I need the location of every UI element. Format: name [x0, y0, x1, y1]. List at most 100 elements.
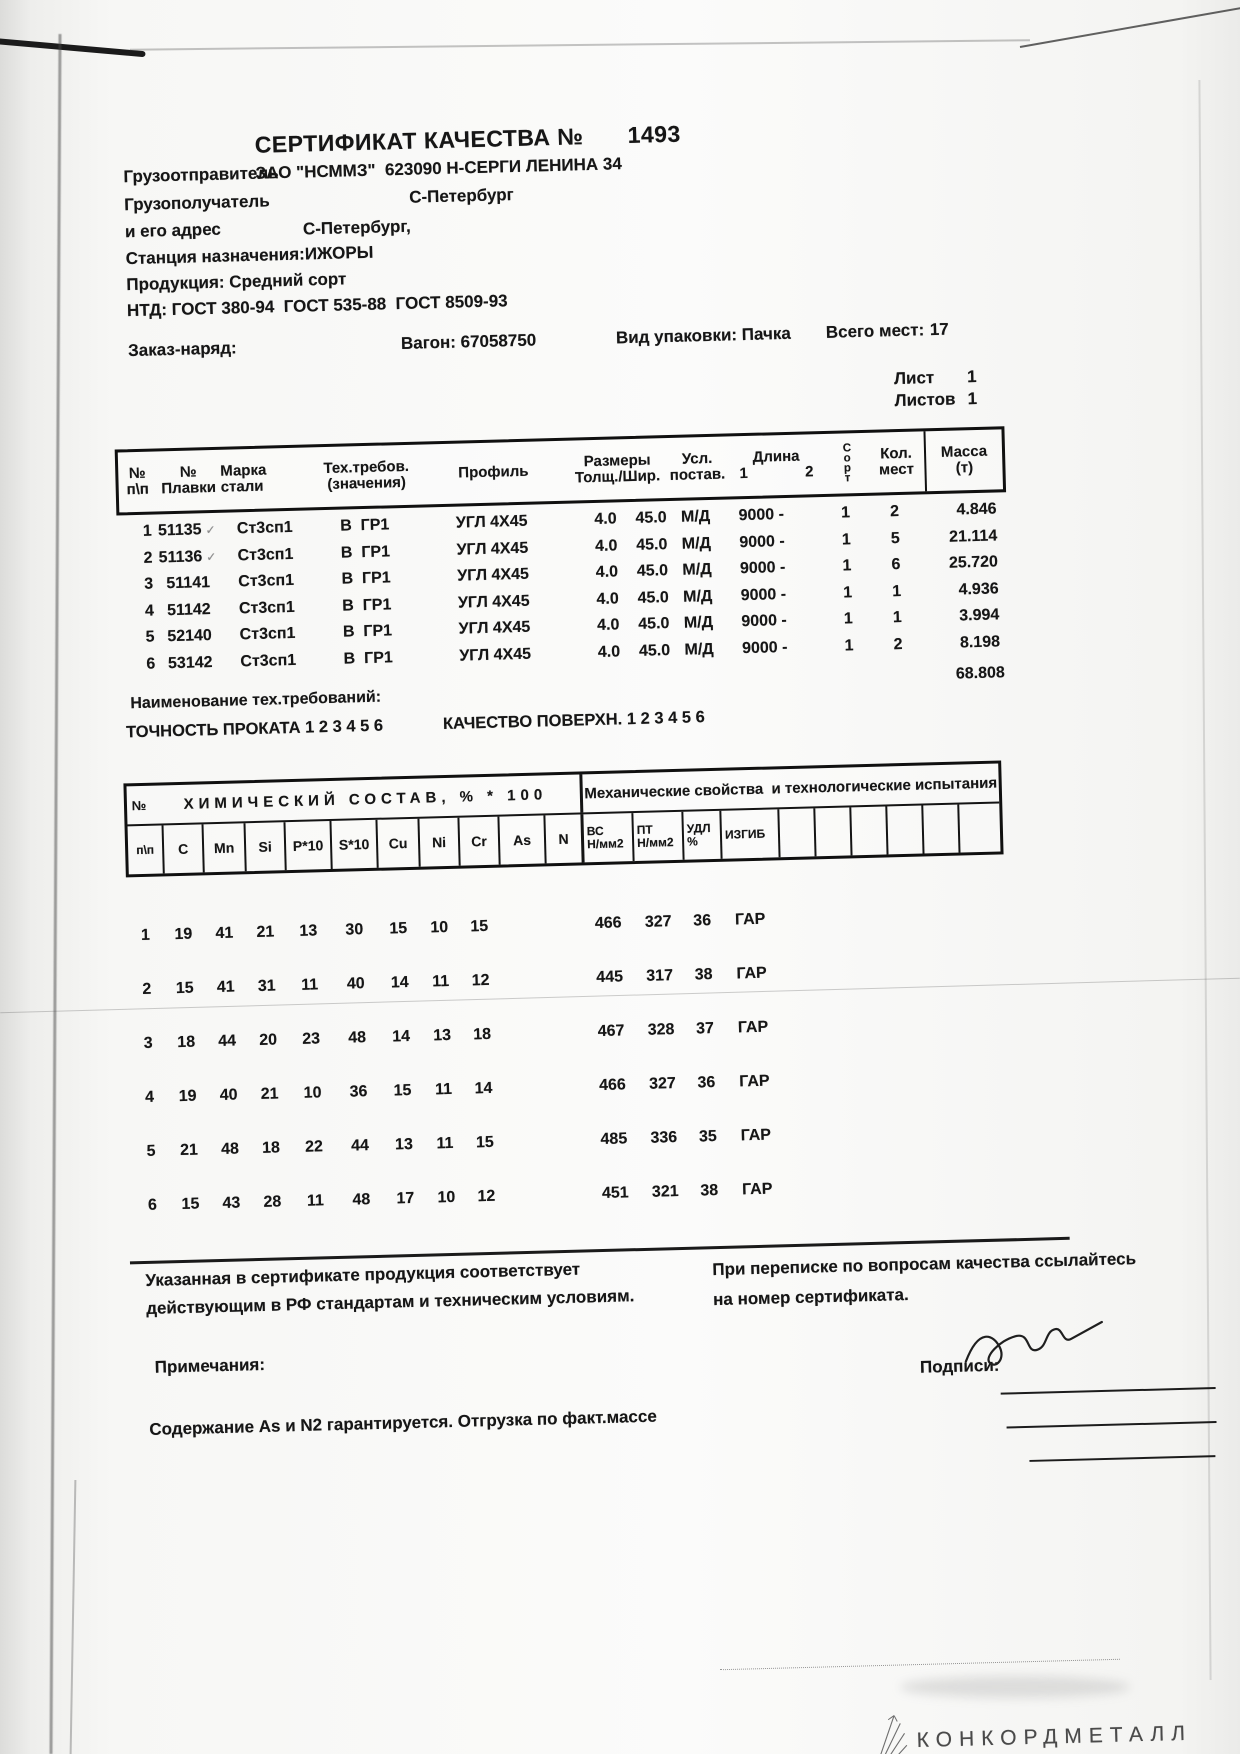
chem-ni: 11 [434, 1080, 453, 1099]
steel-grade: Ст3сп1 [236, 518, 293, 538]
mech-udl: 37 [695, 1020, 715, 1038]
col-header-tech-l2: (значения) [327, 473, 407, 493]
mech-izgib: ГАР [740, 1126, 772, 1145]
signature-line [1006, 1421, 1217, 1429]
chem-corner-no: № [131, 797, 147, 813]
chem-row-number: 4 [144, 1088, 155, 1106]
row-number: 3 [144, 575, 154, 593]
chem-cu: 15 [389, 920, 408, 938]
length: 9000 - [741, 638, 788, 658]
thickness: 4.0 [594, 510, 617, 528]
col-header-row-number: № п\п [118, 451, 158, 512]
mech-col-pt-l2: Н/мм2 [636, 835, 674, 850]
width: 45.0 [638, 615, 670, 633]
mass: 3.994 [959, 606, 1000, 625]
signature-line [1000, 1387, 1216, 1395]
chem-si: 21 [260, 1085, 279, 1103]
chem-s: 36 [349, 1083, 368, 1101]
mech-col-empty [815, 807, 853, 857]
surface-quality: КАЧЕСТВО ПОВЕРХН. 1 2 3 4 5 6 [442, 708, 706, 734]
chem-p: 23 [302, 1030, 321, 1048]
chem-row: 1 19 41 21 13 30 15 10 15 466 327 36 ГАР [127, 905, 999, 946]
chem-cu: 13 [394, 1135, 414, 1154]
sheet-label: Лист [893, 368, 935, 389]
thickness: 4.0 [595, 563, 619, 581]
sheets-total-label: Листов [894, 389, 956, 411]
mech-col-izgib: ИЗГИБ [721, 809, 781, 859]
sort: 1 [840, 504, 851, 522]
order-label: Заказ-наряд: [127, 338, 237, 361]
col-header-steel-grade-label: Марка стали [220, 461, 267, 496]
mech-izgib: ГАР [737, 1018, 769, 1037]
places: 1 [892, 608, 903, 627]
main-table-header: № п\п № Плавки Марка стали Тех.требов. (зна… [114, 426, 1007, 516]
col-header-no-l2: п\п [126, 480, 150, 499]
tech-req: В ГР1 [342, 622, 393, 641]
total-mass: 68.808 [955, 664, 1006, 683]
chem-cr: 18 [472, 1025, 492, 1044]
ntd-value: ГОСТ 380-94 ГОСТ 535-88 ГОСТ 8509-93 [171, 291, 508, 319]
chem-mn: 41 [216, 978, 235, 997]
product-line: Продукция: Средний сорт [126, 269, 347, 295]
profile: УГЛ 4Х45 [455, 512, 528, 532]
chem-row: 5 21 48 18 22 44 13 11 15 485 336 35 ГАР [133, 1120, 1005, 1161]
chem-mn: 40 [219, 1086, 238, 1105]
product-value: Средний сорт [229, 269, 347, 292]
chem-s: 48 [348, 1029, 367, 1047]
chem-col-cr: Cr [459, 816, 501, 866]
mass: 4.936 [958, 580, 999, 599]
chem-c: 19 [174, 925, 193, 944]
col-header-delivery: Усл. постав. [668, 437, 728, 498]
chem-cr: 15 [470, 917, 489, 936]
sort: 1 [843, 610, 854, 628]
mass: 8.198 [959, 633, 1001, 652]
chem-row: 3 18 44 20 23 48 14 13 18 467 328 37 ГАР [130, 1013, 1002, 1054]
col-header-mass: Масса (т) [923, 429, 1004, 492]
chem-col-n: N [545, 814, 585, 864]
mech-col-empty [887, 805, 925, 855]
ntd-label: НТД: [126, 300, 168, 321]
mech-pt: 327 [644, 913, 672, 931]
mech-col-vs-l2: Н/мм2 [586, 836, 624, 852]
mech-col-empty [959, 804, 1000, 853]
chem-row-number: 6 [147, 1196, 158, 1214]
chem-cu: 14 [390, 974, 409, 992]
chem-s: 40 [346, 975, 365, 993]
mech-vs: 466 [594, 914, 622, 933]
col-header-length-1: 1 [739, 464, 749, 483]
mech-col-vs: ВС Н/мм2 [583, 813, 635, 863]
row-number: 5 [145, 628, 155, 646]
profile: УГЛ 4Х45 [458, 618, 531, 638]
chem-si: 31 [257, 977, 276, 995]
signature-line [1029, 1455, 1216, 1462]
heat-number: 53142 [167, 654, 213, 673]
chem-row: 6 15 43 28 11 48 17 10 12 451 321 38 ГАР [134, 1174, 1006, 1215]
col-header-mass-l2: (т) [955, 459, 974, 477]
col-header-tech-req: Тех.требов. (значения) [312, 445, 422, 508]
chem-spacer [502, 1023, 586, 1043]
chem-row: 2 15 41 31 11 40 14 11 12 445 317 38 ГАР [129, 959, 1001, 1000]
mech-vs: 485 [600, 1130, 628, 1149]
delivery-cond: М/Д [681, 534, 712, 553]
tech-req: В ГР1 [341, 569, 391, 588]
station-label: Станция назначения: [125, 244, 306, 269]
col-header-places-l2: мест [878, 460, 915, 479]
length: 9000 - [739, 533, 785, 552]
col-header-no-l1: № [128, 464, 146, 482]
chem-c: 15 [181, 1195, 200, 1214]
rolling-accuracy: ТОЧНОСТЬ ПРОКАТА 1 2 3 4 5 6 [125, 716, 384, 742]
length: 9000 - [741, 612, 787, 631]
mech-vs: 445 [596, 968, 624, 987]
chem-cr: 12 [477, 1187, 496, 1206]
col-header-sizes-l2: Толщ./Шир. [574, 467, 661, 487]
sort: 1 [842, 557, 852, 575]
heat-number: 51141 [166, 574, 211, 593]
mech-col-pt: ПТ Н/мм2 [633, 811, 685, 862]
profile: УГЛ 4Х45 [457, 565, 530, 585]
sort: 1 [844, 637, 854, 655]
chem-p: 22 [304, 1138, 324, 1156]
chem-cr: 12 [471, 971, 490, 990]
mass: 25.720 [948, 553, 999, 572]
profile: УГЛ 4Х45 [456, 539, 529, 559]
address-label: и его адрес [124, 219, 222, 242]
